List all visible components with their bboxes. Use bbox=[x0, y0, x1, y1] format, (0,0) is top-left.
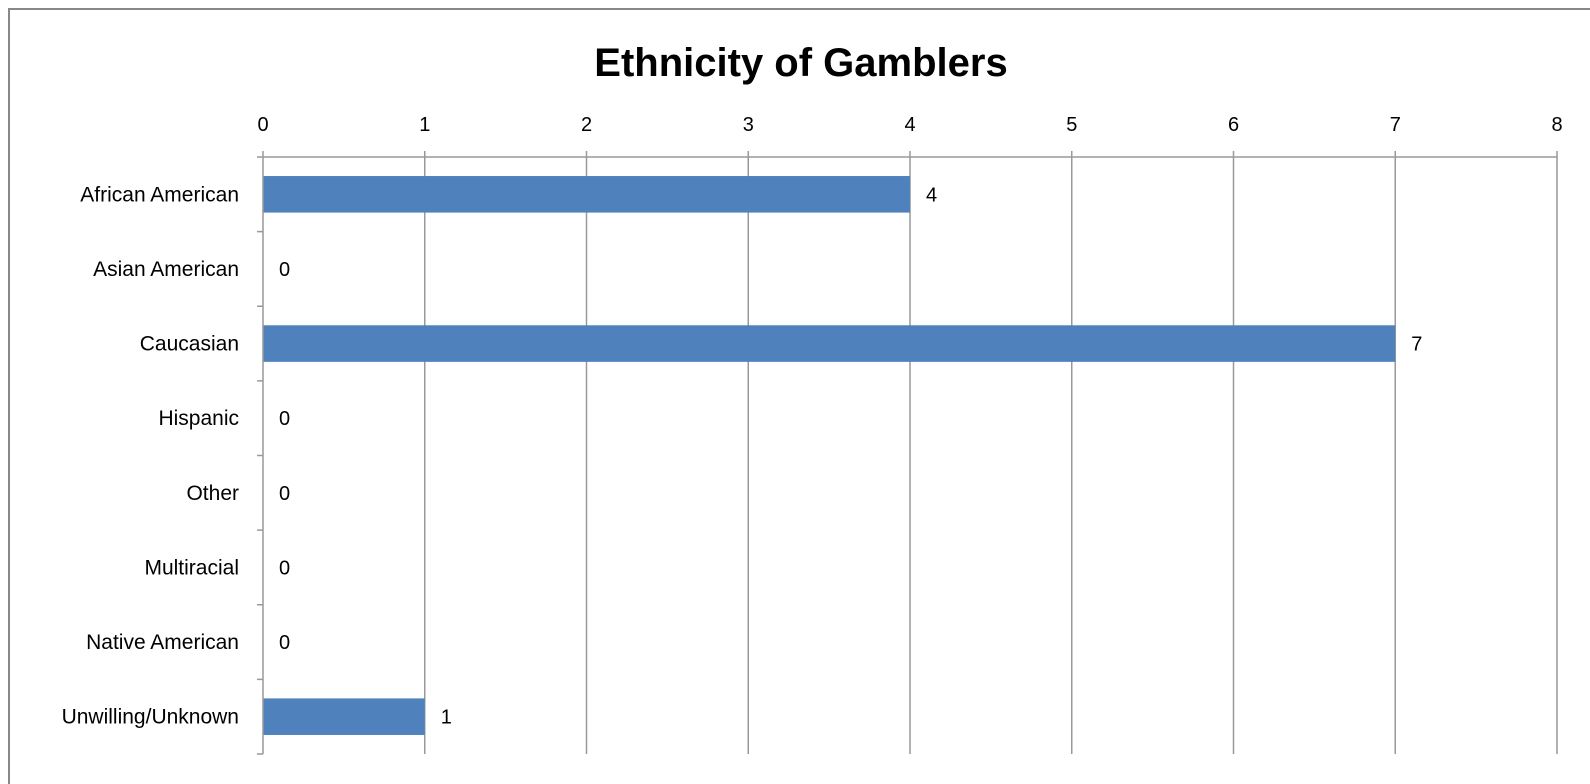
data-label: 0 bbox=[279, 557, 290, 579]
x-tick-label: 8 bbox=[1551, 114, 1562, 136]
labels: 0 1 2 3 4 5 6 7 8 African American 4 Asian American… bbox=[62, 114, 1563, 729]
bars bbox=[263, 176, 1396, 735]
chart-border bbox=[8, 8, 1590, 784]
bar bbox=[263, 325, 1396, 362]
category-label: Unwilling/Unknown bbox=[62, 706, 239, 729]
data-label: 0 bbox=[279, 259, 290, 281]
x-tick-label: 1 bbox=[419, 114, 430, 136]
x-tick-label: 5 bbox=[1066, 114, 1077, 136]
bar bbox=[263, 176, 910, 213]
x-tick-label: 4 bbox=[904, 114, 915, 136]
data-label: 4 bbox=[926, 184, 937, 206]
axes bbox=[257, 151, 1558, 755]
data-label: 0 bbox=[279, 632, 290, 654]
chart-title: Ethnicity of Gamblers bbox=[594, 41, 1007, 85]
category-label: Multiracial bbox=[144, 556, 239, 579]
data-label: 7 bbox=[1411, 334, 1422, 356]
category-label: African American bbox=[80, 183, 239, 206]
data-label: 0 bbox=[279, 483, 290, 505]
category-label: Asian American bbox=[93, 258, 239, 281]
category-label: Other bbox=[186, 482, 239, 505]
x-tick-label: 3 bbox=[743, 114, 754, 136]
data-label: 1 bbox=[441, 707, 452, 729]
x-tick-label: 0 bbox=[257, 114, 268, 136]
category-label: Native American bbox=[86, 631, 239, 654]
x-tick-label: 7 bbox=[1390, 114, 1401, 136]
x-tick-label: 6 bbox=[1228, 114, 1239, 136]
x-tick-label: 2 bbox=[581, 114, 592, 136]
grid-lines bbox=[424, 157, 1558, 754]
data-label: 0 bbox=[279, 408, 290, 430]
category-label: Caucasian bbox=[140, 333, 239, 356]
category-label: Hispanic bbox=[158, 407, 239, 430]
bar bbox=[263, 698, 425, 735]
